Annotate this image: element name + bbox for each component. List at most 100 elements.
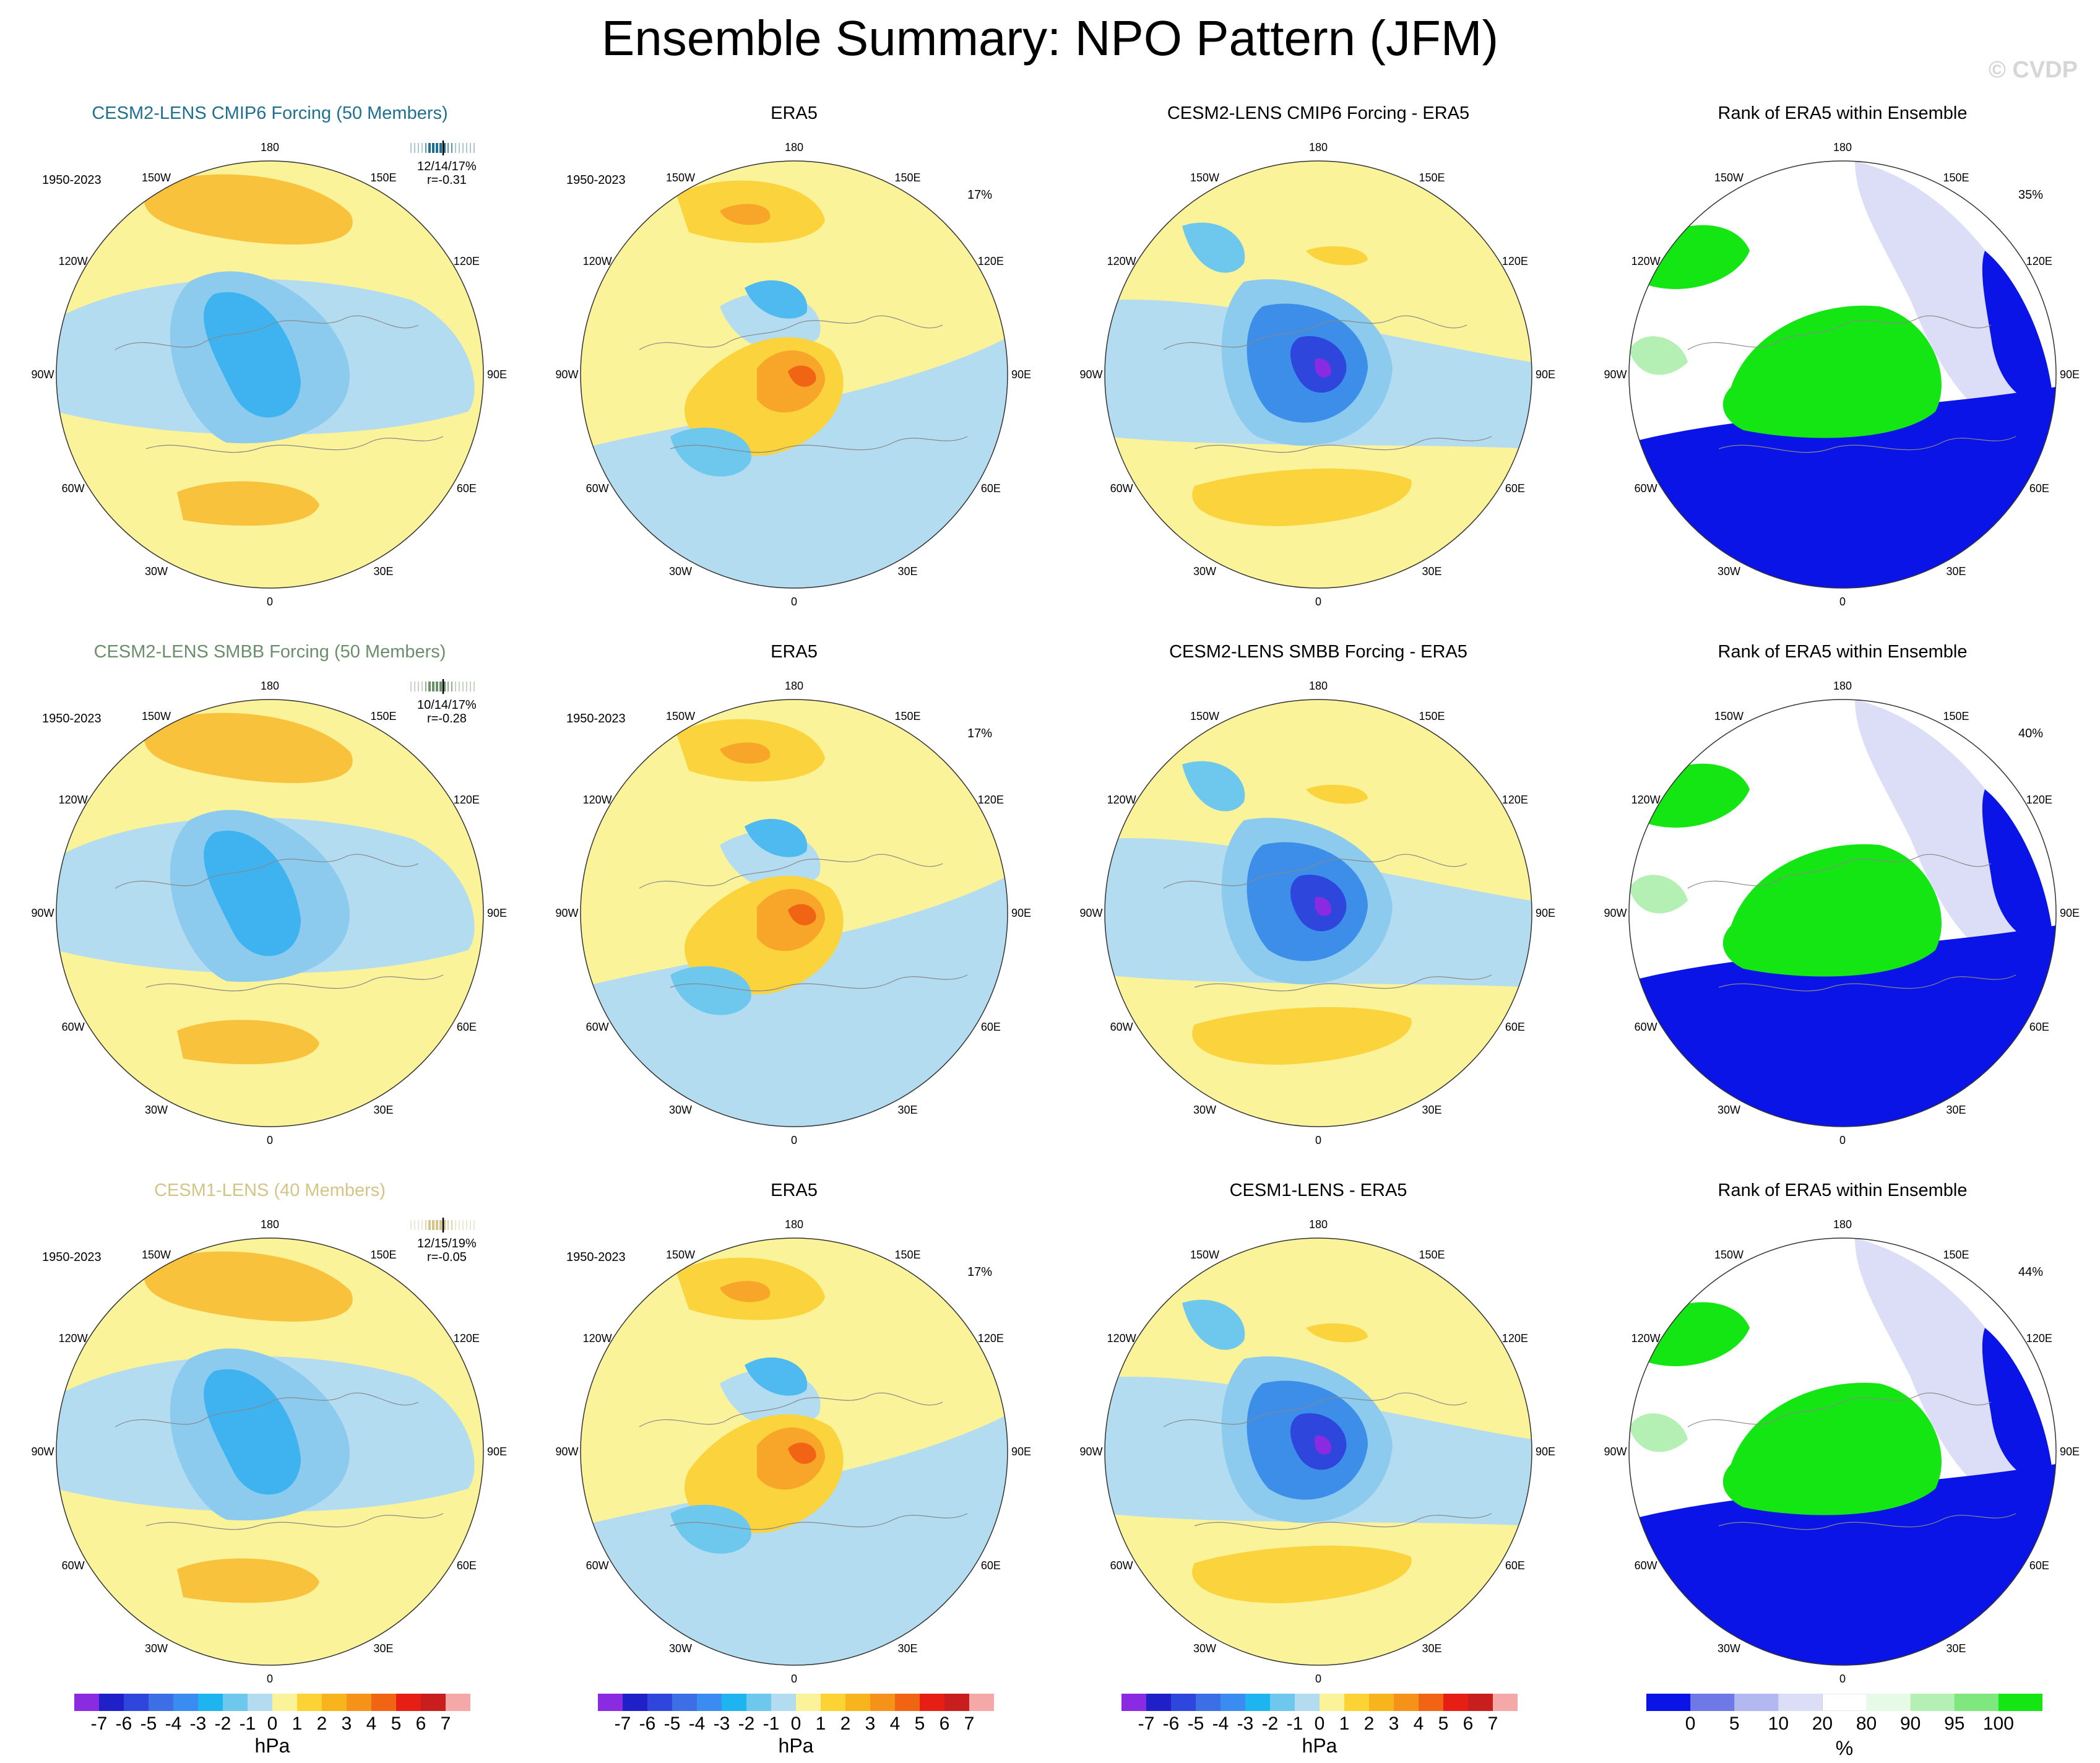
member-ticks-icon bbox=[410, 1218, 475, 1232]
colorbar-swatch bbox=[1690, 1694, 1735, 1711]
longitude-label: 90W bbox=[1604, 1445, 1627, 1458]
longitude-label: 150E bbox=[1419, 171, 1445, 184]
contour-region-3 bbox=[1629, 1464, 2056, 1665]
rank-polar-map bbox=[1628, 1237, 2057, 1666]
colorbar-tick-label: -3 bbox=[189, 1713, 207, 1734]
diff-panel-title: CESM2-LENS SMBB Forcing - ERA5 bbox=[1169, 642, 1467, 662]
longitude-label: 150W bbox=[665, 171, 696, 184]
map-boundary bbox=[1628, 1237, 2057, 1666]
colorbar-swatch bbox=[371, 1694, 397, 1711]
contour-region-3 bbox=[1629, 387, 2056, 588]
panel-r2-diff: CESM2-LENS SMBB Forcing - ERA5 180 150E 120… bbox=[1058, 641, 1578, 1161]
longitude-label: 60W bbox=[61, 1559, 85, 1572]
period-label: 1950-2023 bbox=[566, 712, 626, 726]
longitude-label: 120W bbox=[58, 793, 88, 806]
contour-region-7 bbox=[1192, 1545, 1412, 1603]
longitude-label: 180 bbox=[1308, 1218, 1328, 1231]
map-boundary bbox=[1104, 1237, 1532, 1666]
colorbar-tick-label: -1 bbox=[239, 1713, 256, 1734]
rank-percent: 35% bbox=[2018, 188, 2044, 202]
longitude-label: 30E bbox=[373, 1642, 394, 1655]
colorbar-tick-label: -3 bbox=[713, 1713, 730, 1734]
longitude-label: 60E bbox=[456, 1020, 477, 1033]
longitude-label: 150W bbox=[141, 710, 171, 723]
colorbar-swatch bbox=[396, 1694, 421, 1711]
era5-panel-title: ERA5 bbox=[771, 103, 818, 123]
panel-r2-era5: ERA5 180 150E 120E 90E 60E 30E 0 30W 60W 90W 120W 15… bbox=[534, 641, 1054, 1161]
colorbar-tick-label: -3 bbox=[1237, 1713, 1254, 1734]
era5-panel-title: ERA5 bbox=[771, 642, 818, 662]
contour-region-5 bbox=[788, 1442, 816, 1464]
colorbar-swatch bbox=[623, 1694, 648, 1711]
longitude-label: 120W bbox=[1107, 254, 1136, 267]
longitude-label: 30E bbox=[373, 1103, 394, 1116]
longitude-label: 90W bbox=[1604, 907, 1627, 919]
longitude-label: 30W bbox=[1717, 1103, 1741, 1116]
longitude-label: 0 bbox=[1839, 596, 1846, 608]
panel-r3-model: CESM1-LENS (40 Members) 180 150E 120E 90E 60E… bbox=[10, 1179, 530, 1699]
map-boundary bbox=[56, 1237, 484, 1666]
panel-r3-rank: Rank of ERA5 within Ensemble 180 150E 120E 9… bbox=[1583, 1179, 2100, 1699]
colorbar-swatch bbox=[1221, 1694, 1246, 1711]
longitude-label: 90W bbox=[1079, 1445, 1103, 1458]
contour-region-4 bbox=[1982, 1328, 2053, 1480]
longitude-label: 30W bbox=[1717, 1642, 1741, 1655]
contour-region-5 bbox=[1315, 897, 1331, 916]
longitude-label: 150E bbox=[1419, 1249, 1445, 1262]
longitude-label: 0 bbox=[1315, 1673, 1322, 1685]
colorbar-tick-label: 1 bbox=[815, 1713, 826, 1734]
colorbar-swatch bbox=[870, 1694, 896, 1711]
longitude-label: 120W bbox=[1631, 1332, 1661, 1345]
contour-region-1 bbox=[581, 337, 1008, 588]
colorbar-tick-label: -2 bbox=[1261, 1713, 1279, 1734]
coastline bbox=[1687, 1392, 1992, 1427]
colorbar-swatch bbox=[746, 1694, 772, 1711]
diff-panel-title: CESM1-LENS - ERA5 bbox=[1229, 1180, 1407, 1200]
longitude-label: 120W bbox=[58, 1332, 88, 1345]
longitude-label: 60E bbox=[1505, 1020, 1525, 1033]
longitude-label: 60W bbox=[585, 1559, 609, 1572]
colorbar-swatch bbox=[722, 1694, 747, 1711]
era5-polar-map bbox=[580, 1237, 1008, 1666]
longitude-label: 150W bbox=[1714, 171, 1744, 184]
coastline bbox=[1163, 854, 1467, 889]
contour-region-6 bbox=[745, 818, 808, 857]
longitude-label: 90E bbox=[1011, 368, 1032, 381]
colorbar-swatch bbox=[198, 1694, 223, 1711]
longitude-label: 90E bbox=[1535, 368, 1556, 381]
longitude-label: 60E bbox=[980, 1559, 1001, 1572]
coastline bbox=[1194, 974, 1492, 992]
contour-region-1 bbox=[581, 876, 1008, 1127]
colorbar-tick-label: 7 bbox=[1487, 1713, 1498, 1734]
coastline bbox=[1687, 854, 1992, 889]
rank-percent: 40% bbox=[2018, 727, 2044, 740]
longitude-label: 120W bbox=[582, 1332, 612, 1345]
colorbar-swatch bbox=[124, 1694, 149, 1711]
rank-polar-map bbox=[1628, 160, 2057, 589]
longitude-label: 90E bbox=[2059, 368, 2080, 381]
longitude-label: 60E bbox=[980, 1020, 1001, 1033]
map-boundary bbox=[580, 699, 1008, 1127]
colorbar-tick-label: -4 bbox=[1212, 1713, 1229, 1734]
contour-region-7 bbox=[1629, 336, 1688, 375]
longitude-label: 180 bbox=[260, 141, 280, 154]
map-boundary bbox=[580, 1237, 1008, 1666]
contour-region-6 bbox=[745, 1357, 808, 1396]
colorbar-era5: -7 -6 -5 -4 -3 -2 -1 0 1 2 3 4 5 6 7 hPa bbox=[598, 1694, 994, 1762]
longitude-label: 150W bbox=[665, 710, 696, 723]
coastline bbox=[115, 315, 419, 350]
colorbar-swatch bbox=[796, 1694, 821, 1711]
longitude-label: 150W bbox=[1714, 1249, 1744, 1262]
contour-region-5 bbox=[177, 1020, 319, 1065]
colorbar-tick-label: 1 bbox=[1339, 1713, 1350, 1734]
contour-region-5 bbox=[1722, 1382, 1942, 1515]
longitude-label: 150E bbox=[1419, 710, 1445, 723]
longitude-label: 30W bbox=[668, 565, 693, 578]
colorbar-tick-label: 7 bbox=[964, 1713, 975, 1734]
longitude-label: 150W bbox=[1190, 710, 1220, 723]
colorbar-tick-label: 5 bbox=[1438, 1713, 1449, 1734]
longitude-label: 30W bbox=[144, 1103, 168, 1116]
longitude-label: 90E bbox=[2059, 1445, 2080, 1458]
longitude-label: 0 bbox=[1839, 1134, 1846, 1146]
contour-region-8 bbox=[1306, 784, 1368, 804]
